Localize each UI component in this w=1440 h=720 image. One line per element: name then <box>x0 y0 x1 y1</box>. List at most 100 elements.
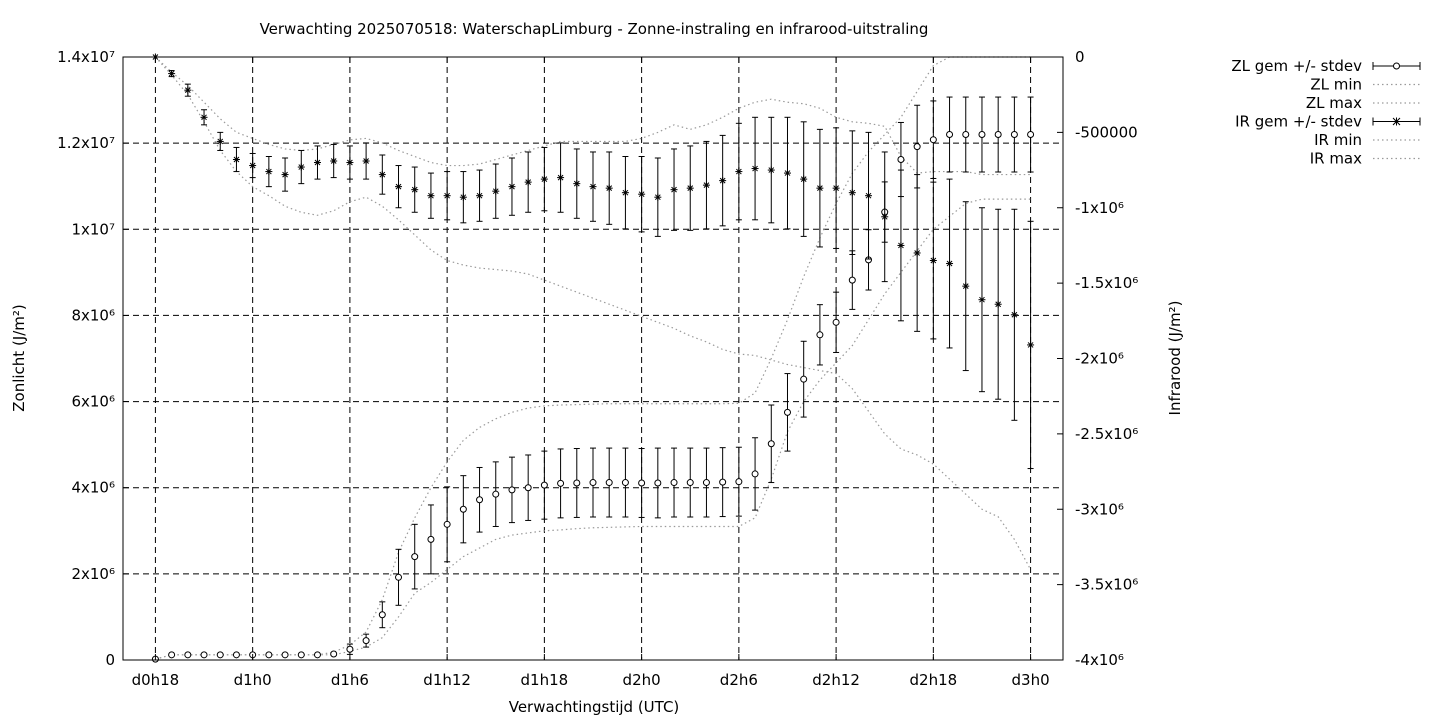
y-axis-label: Zonlicht (J/m²) <box>10 304 28 412</box>
data-point-zl <box>605 479 613 487</box>
data-point-ir <box>184 86 192 94</box>
star-stroke <box>622 189 629 196</box>
y-tick-label: 1.2x10⁷ <box>57 134 115 152</box>
star-stroke <box>201 114 207 121</box>
star-stroke <box>914 250 920 256</box>
y-axis-left: 0 2x10⁶ 4x10⁶ 6x10⁶ 8x10⁶ 1x10⁷ 1.2x10⁷ 1.4x10⁷ <box>57 48 129 669</box>
y2-tick-label: -1x10⁶ <box>1075 199 1124 217</box>
data-point-zl <box>621 479 629 487</box>
data-point-zl <box>929 136 937 144</box>
star-stroke <box>476 192 483 199</box>
star-stroke <box>671 186 677 193</box>
data-point-ir <box>686 184 694 192</box>
data-point-zl <box>540 481 548 489</box>
data-point-zl <box>654 479 662 487</box>
y-tick-label: 4x10⁶ <box>71 479 115 497</box>
data-point-ir <box>767 166 775 174</box>
data-point-ir <box>913 249 921 257</box>
star-stroke <box>784 170 791 176</box>
star-stroke <box>184 87 191 94</box>
data-point-zl <box>816 331 824 339</box>
y2-axis-label: Infrarood (J/m²) <box>1166 301 1184 416</box>
x-axis-label: Verwachtingstijd (UTC) <box>509 698 680 716</box>
x-tick-label: d2h6 <box>720 671 758 689</box>
data-point-ir <box>816 184 824 192</box>
star-stroke <box>557 174 564 181</box>
star-stroke <box>833 185 839 192</box>
data-point-zl <box>686 479 694 487</box>
star-stroke <box>930 257 937 264</box>
x-tick-label: d2h0 <box>623 671 661 689</box>
star-stroke <box>703 182 710 188</box>
y-tick-label: 1.4x10⁷ <box>57 48 115 66</box>
star-stroke <box>492 188 499 195</box>
data-point-zl <box>443 520 451 528</box>
data-point-ir <box>978 296 986 304</box>
data-point-ir <box>881 213 889 221</box>
y-tick-label: 2x10⁶ <box>71 565 115 583</box>
data-point-zl <box>751 470 759 478</box>
data-point-zl <box>670 479 678 487</box>
data-point-zl <box>313 651 321 659</box>
data-point-ir <box>232 156 240 164</box>
y2-tick-label: -4x10⁶ <box>1075 651 1124 669</box>
star-stroke <box>330 158 337 164</box>
data-point-zl <box>184 651 192 659</box>
data-point-ir <box>330 157 338 165</box>
data-point-ir <box>427 192 435 200</box>
y-tick-label: 0 <box>105 651 115 669</box>
data-point-zl <box>427 535 435 543</box>
star-stroke <box>282 171 288 178</box>
y2-tick-label: -3.5x10⁶ <box>1075 576 1138 594</box>
star-stroke <box>800 176 807 182</box>
data-point-ir <box>216 137 224 145</box>
data-point-zl <box>200 651 208 659</box>
y-axis-right: 0 -500000 -1x10⁶ -1.5x10⁶ -2x10⁶ -2.5x10⁶ -3x1… <box>1057 48 1138 669</box>
star-stroke <box>298 164 305 170</box>
data-point-ir <box>897 241 905 249</box>
star-stroke <box>444 192 450 199</box>
data-point-ir <box>281 171 289 179</box>
star-stroke <box>460 194 467 201</box>
data-point-ir <box>654 193 662 201</box>
star-stroke <box>995 301 1002 308</box>
x-tick-label: d1h18 <box>521 671 569 689</box>
star-stroke <box>266 168 272 175</box>
y2-tick-label: -2.5x10⁶ <box>1075 425 1138 443</box>
star-stroke <box>379 171 386 178</box>
x-tick-label: d2h12 <box>812 671 860 689</box>
x-tick-label: d1h0 <box>234 671 272 689</box>
legend-label: IR min <box>1314 131 1362 149</box>
data-point-zl <box>524 484 532 492</box>
series-line-zl-max <box>155 56 1031 660</box>
y2-tick-label: -500000 <box>1075 123 1138 141</box>
data-point-ir <box>313 159 321 167</box>
star-stroke <box>411 186 418 193</box>
data-point-ir <box>929 257 937 265</box>
data-point-ir <box>621 189 629 197</box>
star-stroke <box>946 260 953 267</box>
star-stroke <box>881 213 888 220</box>
star-stroke <box>719 177 726 184</box>
data-point-ir <box>962 282 970 290</box>
star-stroke <box>638 191 645 198</box>
star-stroke <box>768 167 775 173</box>
data-point-zl <box>962 131 970 139</box>
data-point-ir <box>719 177 727 185</box>
star-stroke <box>817 185 823 192</box>
star-stroke <box>1027 342 1034 348</box>
data-point-ir <box>735 168 743 176</box>
data-point-zl <box>297 651 305 659</box>
star-stroke <box>509 183 515 190</box>
data-point-zl <box>557 479 565 487</box>
data-point-ir <box>589 183 597 191</box>
chart-title: Verwachting 2025070518: WaterschapLimbur… <box>260 20 929 38</box>
data-point-zl <box>638 479 646 487</box>
legend-label: IR gem +/- stdev <box>1235 113 1362 131</box>
star-stroke <box>347 159 353 166</box>
data-point-ir <box>751 165 759 173</box>
star-stroke <box>979 296 985 303</box>
data-point-zl <box>362 637 370 645</box>
data-point-zl <box>832 318 840 326</box>
